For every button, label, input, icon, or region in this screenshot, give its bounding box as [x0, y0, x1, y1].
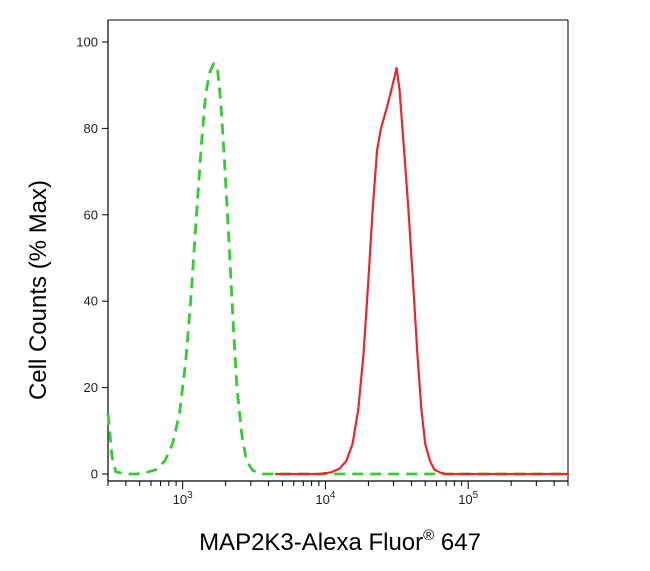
y-tick-label: 100	[76, 35, 98, 50]
x-tick-label-base: 10	[315, 492, 329, 507]
y-tick-label: 40	[84, 294, 98, 309]
series-line-red-solid	[274, 66, 570, 476]
y-tick-label: 60	[84, 207, 98, 222]
x-tick-label-exponent: 3	[187, 490, 193, 501]
y-tick-label: 0	[91, 467, 98, 482]
x-tick-label-exponent: 5	[473, 490, 479, 501]
x-tick-label: 104	[315, 490, 335, 507]
x-tick-label: 103	[173, 490, 193, 507]
x-axis-title-main: MAP2K3-Alexa Fluor	[199, 529, 423, 556]
x-tick-label-base: 10	[173, 492, 187, 507]
series-layer	[106, 62, 570, 476]
x-axis-title-superscript: ®	[423, 527, 434, 544]
y-axis-ticks: 0 20 40 60 80 100	[76, 35, 108, 482]
x-axis-ticks: 103 104 105	[107, 481, 569, 507]
x-tick-label-exponent: 4	[330, 490, 336, 501]
x-axis-title: MAP2K3-Alexa Fluor® 647	[199, 527, 481, 556]
series-line-green-dashed	[106, 62, 568, 476]
x-tick-label: 105	[458, 490, 478, 507]
plot-area	[107, 19, 569, 482]
x-axis-title-suffix: 647	[434, 529, 481, 556]
x-tick-label-base: 10	[458, 492, 472, 507]
y-tick-label: 20	[84, 380, 98, 395]
y-axis-title: Cell Counts (% Max)	[25, 180, 52, 400]
y-tick-label: 80	[84, 121, 98, 136]
